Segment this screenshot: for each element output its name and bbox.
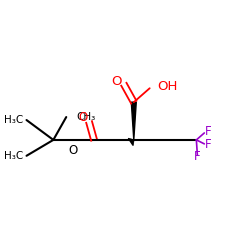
Text: O: O	[112, 75, 122, 88]
Text: O: O	[78, 110, 88, 124]
Text: F: F	[205, 138, 212, 151]
Text: F: F	[205, 126, 212, 138]
Text: H₃C: H₃C	[4, 151, 24, 161]
Text: O: O	[68, 144, 78, 157]
Text: H₃C: H₃C	[4, 115, 24, 125]
Text: CH₃: CH₃	[76, 112, 96, 122]
Text: OH: OH	[158, 80, 178, 93]
Text: F: F	[194, 150, 201, 163]
Polygon shape	[131, 102, 136, 140]
